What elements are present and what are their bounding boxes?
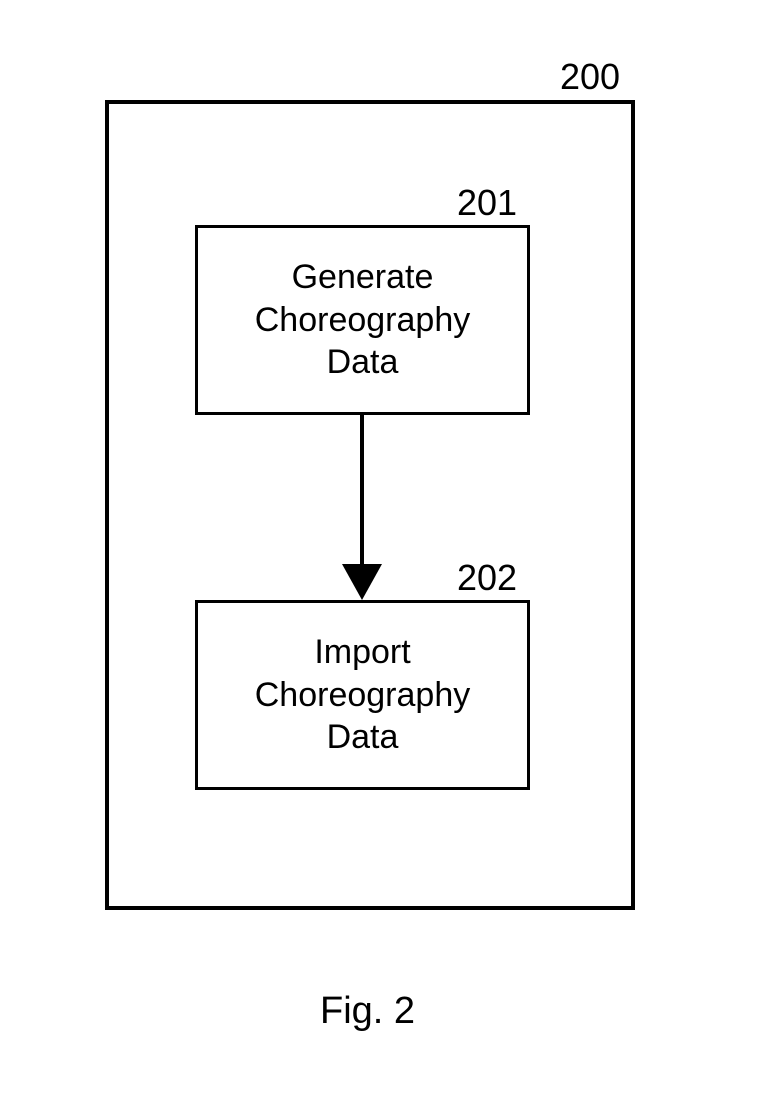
node-import: Import Choreography Data <box>195 600 530 790</box>
figure-caption: Fig. 2 <box>320 990 415 1033</box>
figure-canvas: 200 Generate Choreography Data 201 Impor… <box>0 0 781 1103</box>
ref-label-202: 202 <box>457 557 517 599</box>
edge-arrow <box>0 0 781 1103</box>
node-import-label: Import Choreography Data <box>255 631 470 759</box>
